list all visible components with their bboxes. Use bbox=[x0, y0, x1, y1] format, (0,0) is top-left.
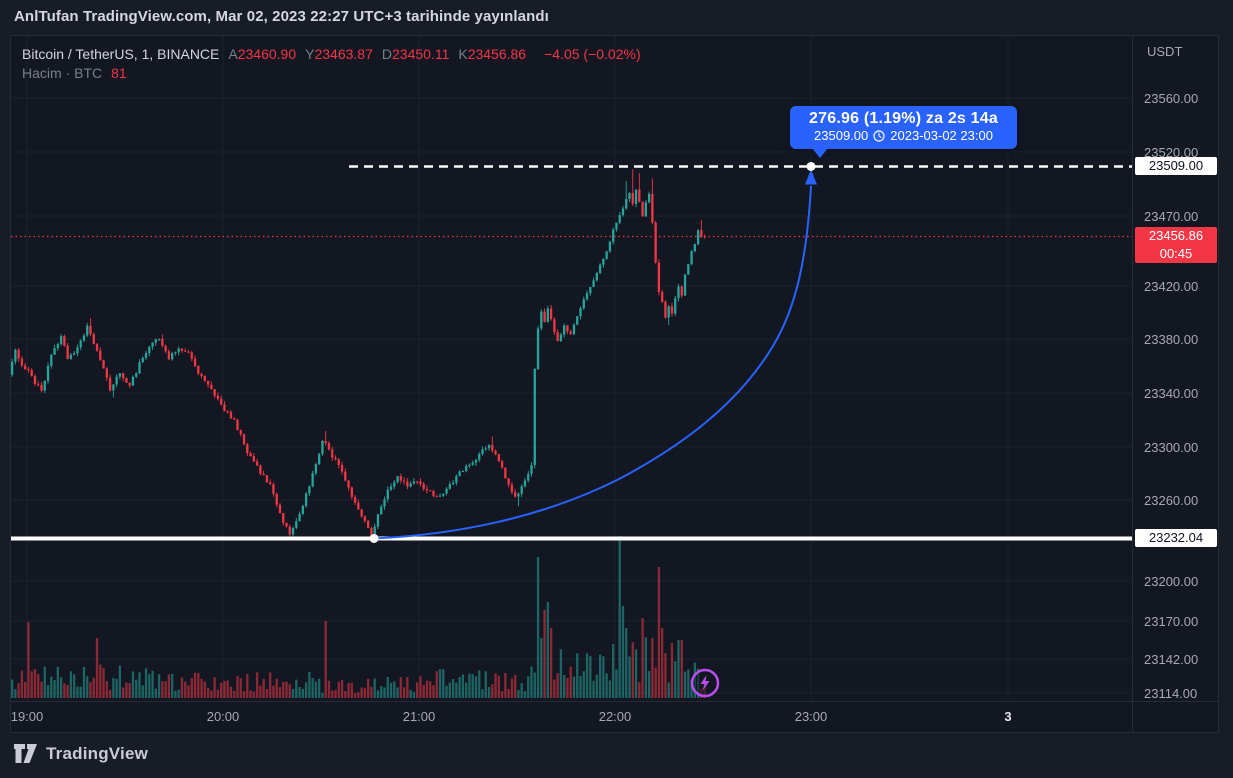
time-tick-label: 21:00 bbox=[402, 709, 436, 724]
projection-tooltip[interactable]: 276.96 (1.19%) za 2s 14a 23509.00 2023-0… bbox=[790, 106, 1017, 158]
price-tick-label: 23200.00 bbox=[1144, 574, 1199, 589]
time-tick-label: 20:00 bbox=[206, 709, 240, 724]
time-tick-label: 3 bbox=[1004, 709, 1012, 724]
time-tick-label: 19:00 bbox=[10, 709, 44, 724]
price-tick-label: 23380.00 bbox=[1144, 332, 1199, 347]
projection-change-text: 276.96 (1.19%) za 2s 14a bbox=[809, 110, 998, 127]
footer: TradingView bbox=[14, 744, 148, 764]
target-price-label: 23509.00 bbox=[1135, 157, 1217, 176]
price-tick-label: 23470.00 bbox=[1144, 209, 1199, 224]
arrow-up-icon bbox=[805, 169, 817, 185]
price-tick-label: 23142.00 bbox=[1144, 652, 1199, 667]
volume-layer bbox=[11, 536, 706, 698]
ohlc-pair: K23456.86 bbox=[458, 46, 527, 62]
tooltip-pointer bbox=[812, 148, 828, 158]
price-tick-label: 23300.00 bbox=[1144, 440, 1199, 455]
curve-end-dot bbox=[806, 161, 816, 171]
lightning-icon[interactable] bbox=[690, 668, 720, 698]
price-tick-label: 23114.00 bbox=[1144, 686, 1198, 701]
ohlc-pair: A23460.90 bbox=[228, 46, 297, 62]
publish-bar: AnlTufan TradingView.com, Mar 02, 2023 2… bbox=[0, 0, 1233, 34]
price-tick-label: 23340.00 bbox=[1144, 386, 1199, 401]
ohlc-values: A23460.90 Y23463.87 D23450.11 K23456.86 bbox=[228, 45, 535, 64]
curve-start-dot bbox=[369, 533, 379, 543]
price-axis[interactable]: USDT 23509.00 23232.04 23456.86 00:45 23… bbox=[1132, 36, 1218, 701]
tradingview-logo-icon[interactable] bbox=[14, 744, 38, 764]
publish-text: AnlTufan TradingView.com, Mar 02, 2023 2… bbox=[14, 8, 549, 25]
price-tick-label: 23520.00 bbox=[1144, 145, 1199, 160]
time-axis[interactable]: 19:00 20:00 21:00 22:00 23:00 3 bbox=[10, 701, 1132, 732]
axis-corner bbox=[1132, 701, 1218, 732]
clock-icon bbox=[873, 129, 885, 142]
support-price-label: 23232.04 bbox=[1135, 529, 1217, 548]
time-tick-label: 22:00 bbox=[598, 709, 632, 724]
symbol-legend[interactable]: Bitcoin / TetherUS, 1, BINANCE A23460.90… bbox=[22, 45, 641, 83]
chart-window[interactable]: Bitcoin / TetherUS, 1, BINANCE A23460.90… bbox=[10, 35, 1219, 733]
price-tick-label: 23560.00 bbox=[1144, 91, 1199, 106]
candlestick-layer bbox=[11, 169, 706, 539]
ohlc-pair: D23450.11 bbox=[381, 46, 450, 62]
symbol-title[interactable]: Bitcoin / TetherUS, 1, BINANCE bbox=[22, 46, 220, 62]
projection-price: 23509.00 bbox=[814, 128, 869, 143]
projection-curve[interactable] bbox=[369, 161, 818, 543]
ohlc-pair: Y23463.87 bbox=[305, 46, 373, 62]
volume-label[interactable]: Hacim · BTC bbox=[22, 65, 103, 81]
bar-countdown: 00:45 bbox=[1159, 245, 1193, 261]
price-tick-label: 23260.00 bbox=[1144, 493, 1199, 508]
volume-value: 81 bbox=[111, 65, 127, 81]
axis-currency-label: USDT bbox=[1147, 44, 1183, 59]
last-price-value: 23456.86 bbox=[1148, 227, 1204, 243]
last-price-label: 23456.86 00:45 bbox=[1135, 226, 1217, 263]
projection-datetime: 2023-03-02 23:00 bbox=[890, 128, 993, 143]
price-change: −4.05 (−0.02%) bbox=[544, 46, 641, 62]
time-tick-label: 23:00 bbox=[794, 709, 828, 724]
price-tick-label: 23170.00 bbox=[1144, 614, 1199, 629]
price-tick-label: 23420.00 bbox=[1144, 279, 1199, 294]
drawing-lines[interactable] bbox=[11, 165, 1132, 541]
tradingview-wordmark[interactable]: TradingView bbox=[46, 744, 149, 763]
